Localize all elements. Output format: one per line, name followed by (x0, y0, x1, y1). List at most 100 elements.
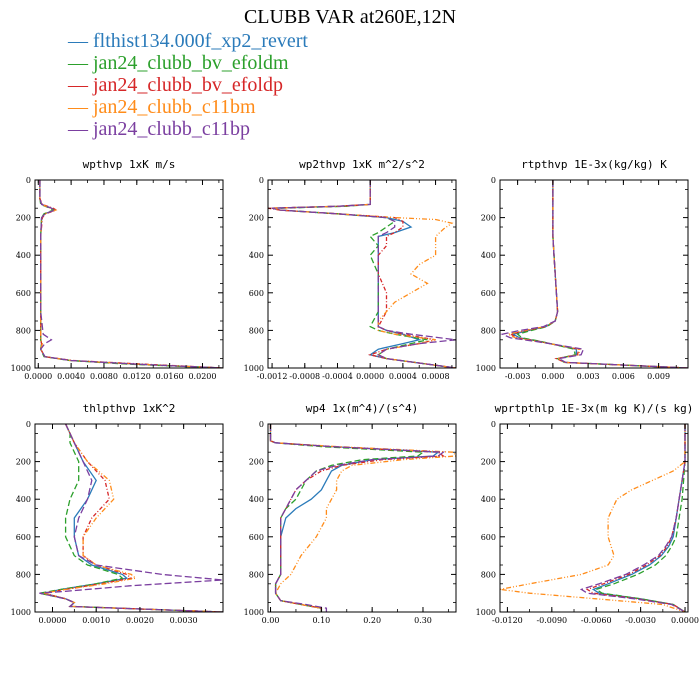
series-line (269, 424, 425, 612)
y-tick-label: 400 (16, 495, 31, 504)
legend-label: flthist134.000f_xp2_revert (93, 30, 308, 52)
legend-label: jan24_clubb_c11bm (93, 96, 256, 118)
series-line (39, 424, 223, 612)
x-tick-label: 0.000 (541, 372, 564, 381)
panel-title: wpthvp 1xK m/s (83, 158, 176, 171)
y-tick-label: 400 (249, 495, 264, 504)
x-tick-label: 0.00 (262, 616, 280, 625)
series-line (269, 424, 446, 612)
series-group (268, 180, 456, 368)
series-line (511, 180, 688, 368)
series-line (508, 180, 688, 368)
legend: — flthist134.000f_xp2_revert — jan24_clu… (68, 30, 308, 140)
series-line (39, 180, 223, 368)
legend-entry: — jan24_clubb_bv_efoldm (68, 52, 308, 74)
series-line (39, 180, 223, 368)
y-tick-label: 1000 (11, 364, 31, 373)
plot-frame (499, 179, 689, 369)
x-tick-label: 0.0010 (82, 616, 110, 625)
panel-title: wprtpthlp 1E-3x(m kg K)/(s kg) (495, 402, 694, 415)
chart-panel: rtpthvp 1E-3x(kg/kg) K 0 200 400 600 800 1000-… (476, 158, 689, 381)
y-tick-label: 800 (16, 326, 31, 335)
x-tick-label: -0.0004 (322, 372, 353, 381)
legend-line-marker: — (68, 52, 88, 74)
series-line (579, 424, 686, 612)
series-line (591, 424, 686, 612)
chart-panel: wprtpthlp 1E-3x(m kg K)/(s kg) 0 200 400 600… (476, 402, 699, 625)
y-tick-label: 200 (16, 214, 31, 223)
x-tick-label: 0.0000 (38, 616, 66, 625)
y-tick-label: 1000 (244, 608, 264, 617)
x-tick-label: -0.0008 (289, 372, 320, 381)
panel-title: rtpthvp 1E-3x(kg/kg) K (521, 158, 667, 171)
x-tick-label: 0.003 (577, 372, 600, 381)
x-tick-label: 0.0160 (156, 372, 184, 381)
x-tick-label: 0.009 (647, 372, 670, 381)
series-line (269, 424, 446, 612)
x-tick-label: 0.0080 (90, 372, 118, 381)
y-tick-label: 200 (481, 214, 496, 223)
figure-title: CLUBB VAR at260E,12N (243, 6, 457, 28)
y-tick-label: 800 (481, 326, 496, 335)
y-tick-label: 800 (249, 326, 264, 335)
y-tick-label: 600 (16, 289, 31, 298)
y-tick-label: 200 (249, 214, 264, 223)
legend-entry: — jan24_clubb_c11bp (68, 118, 308, 140)
y-tick-label: 600 (249, 533, 264, 542)
series-line (39, 180, 223, 368)
legend-label: jan24_clubb_bv_efoldm (93, 52, 289, 74)
y-tick-label: 400 (16, 251, 31, 260)
x-tick-label: 0.006 (612, 372, 635, 381)
y-tick-label: 1000 (476, 364, 496, 373)
y-tick-label: 200 (16, 458, 31, 467)
series-line (594, 424, 686, 612)
legend-line-marker: — (68, 96, 88, 118)
series-line (39, 180, 223, 368)
plot-frame (267, 423, 457, 613)
series-line (39, 180, 223, 368)
plot-frame (267, 179, 457, 369)
legend-entry: — jan24_clubb_c11bm (68, 96, 308, 118)
x-tick-label: 0.0000 (24, 372, 52, 381)
panel-title: thlpthvp 1xK^2 (83, 402, 176, 415)
y-tick-label: 0 (26, 176, 31, 185)
y-tick-label: 600 (16, 533, 31, 542)
y-tick-label: 1000 (476, 608, 496, 617)
series-line (43, 424, 223, 612)
series-group (39, 424, 223, 612)
y-tick-label: 400 (249, 251, 264, 260)
series-line (43, 424, 223, 612)
series-group (500, 424, 686, 612)
series-line (39, 424, 223, 612)
y-tick-label: 400 (481, 495, 496, 504)
legend-line-marker: — (68, 74, 88, 96)
series-line (269, 424, 456, 612)
legend-label: jan24_clubb_bv_efoldp (93, 74, 283, 96)
legend-entry: — flthist134.000f_xp2_revert (68, 30, 308, 52)
series-line (269, 424, 441, 612)
y-tick-label: 200 (481, 458, 496, 467)
series-line (516, 180, 688, 368)
y-tick-label: 0 (259, 176, 264, 185)
plot-frame (499, 423, 689, 613)
x-tick-label: -0.0120 (492, 616, 523, 625)
y-tick-label: 0 (491, 176, 496, 185)
plot-frame (34, 179, 224, 369)
y-tick-label: 0 (26, 420, 31, 429)
x-tick-label: 0.10 (312, 616, 330, 625)
series-line (500, 180, 688, 368)
plot-frame (34, 423, 224, 613)
y-tick-label: 800 (481, 570, 496, 579)
series-line (268, 180, 456, 368)
x-tick-label: 0.0040 (57, 372, 85, 381)
x-tick-label: 0.0000 (356, 372, 384, 381)
y-tick-label: 600 (249, 289, 264, 298)
x-tick-label: 0.0020 (126, 616, 154, 625)
x-tick-label: 0.0004 (389, 372, 417, 381)
y-tick-label: 600 (481, 289, 496, 298)
series-line (43, 424, 223, 612)
legend-entry: — jan24_clubb_bv_efoldp (68, 74, 308, 96)
